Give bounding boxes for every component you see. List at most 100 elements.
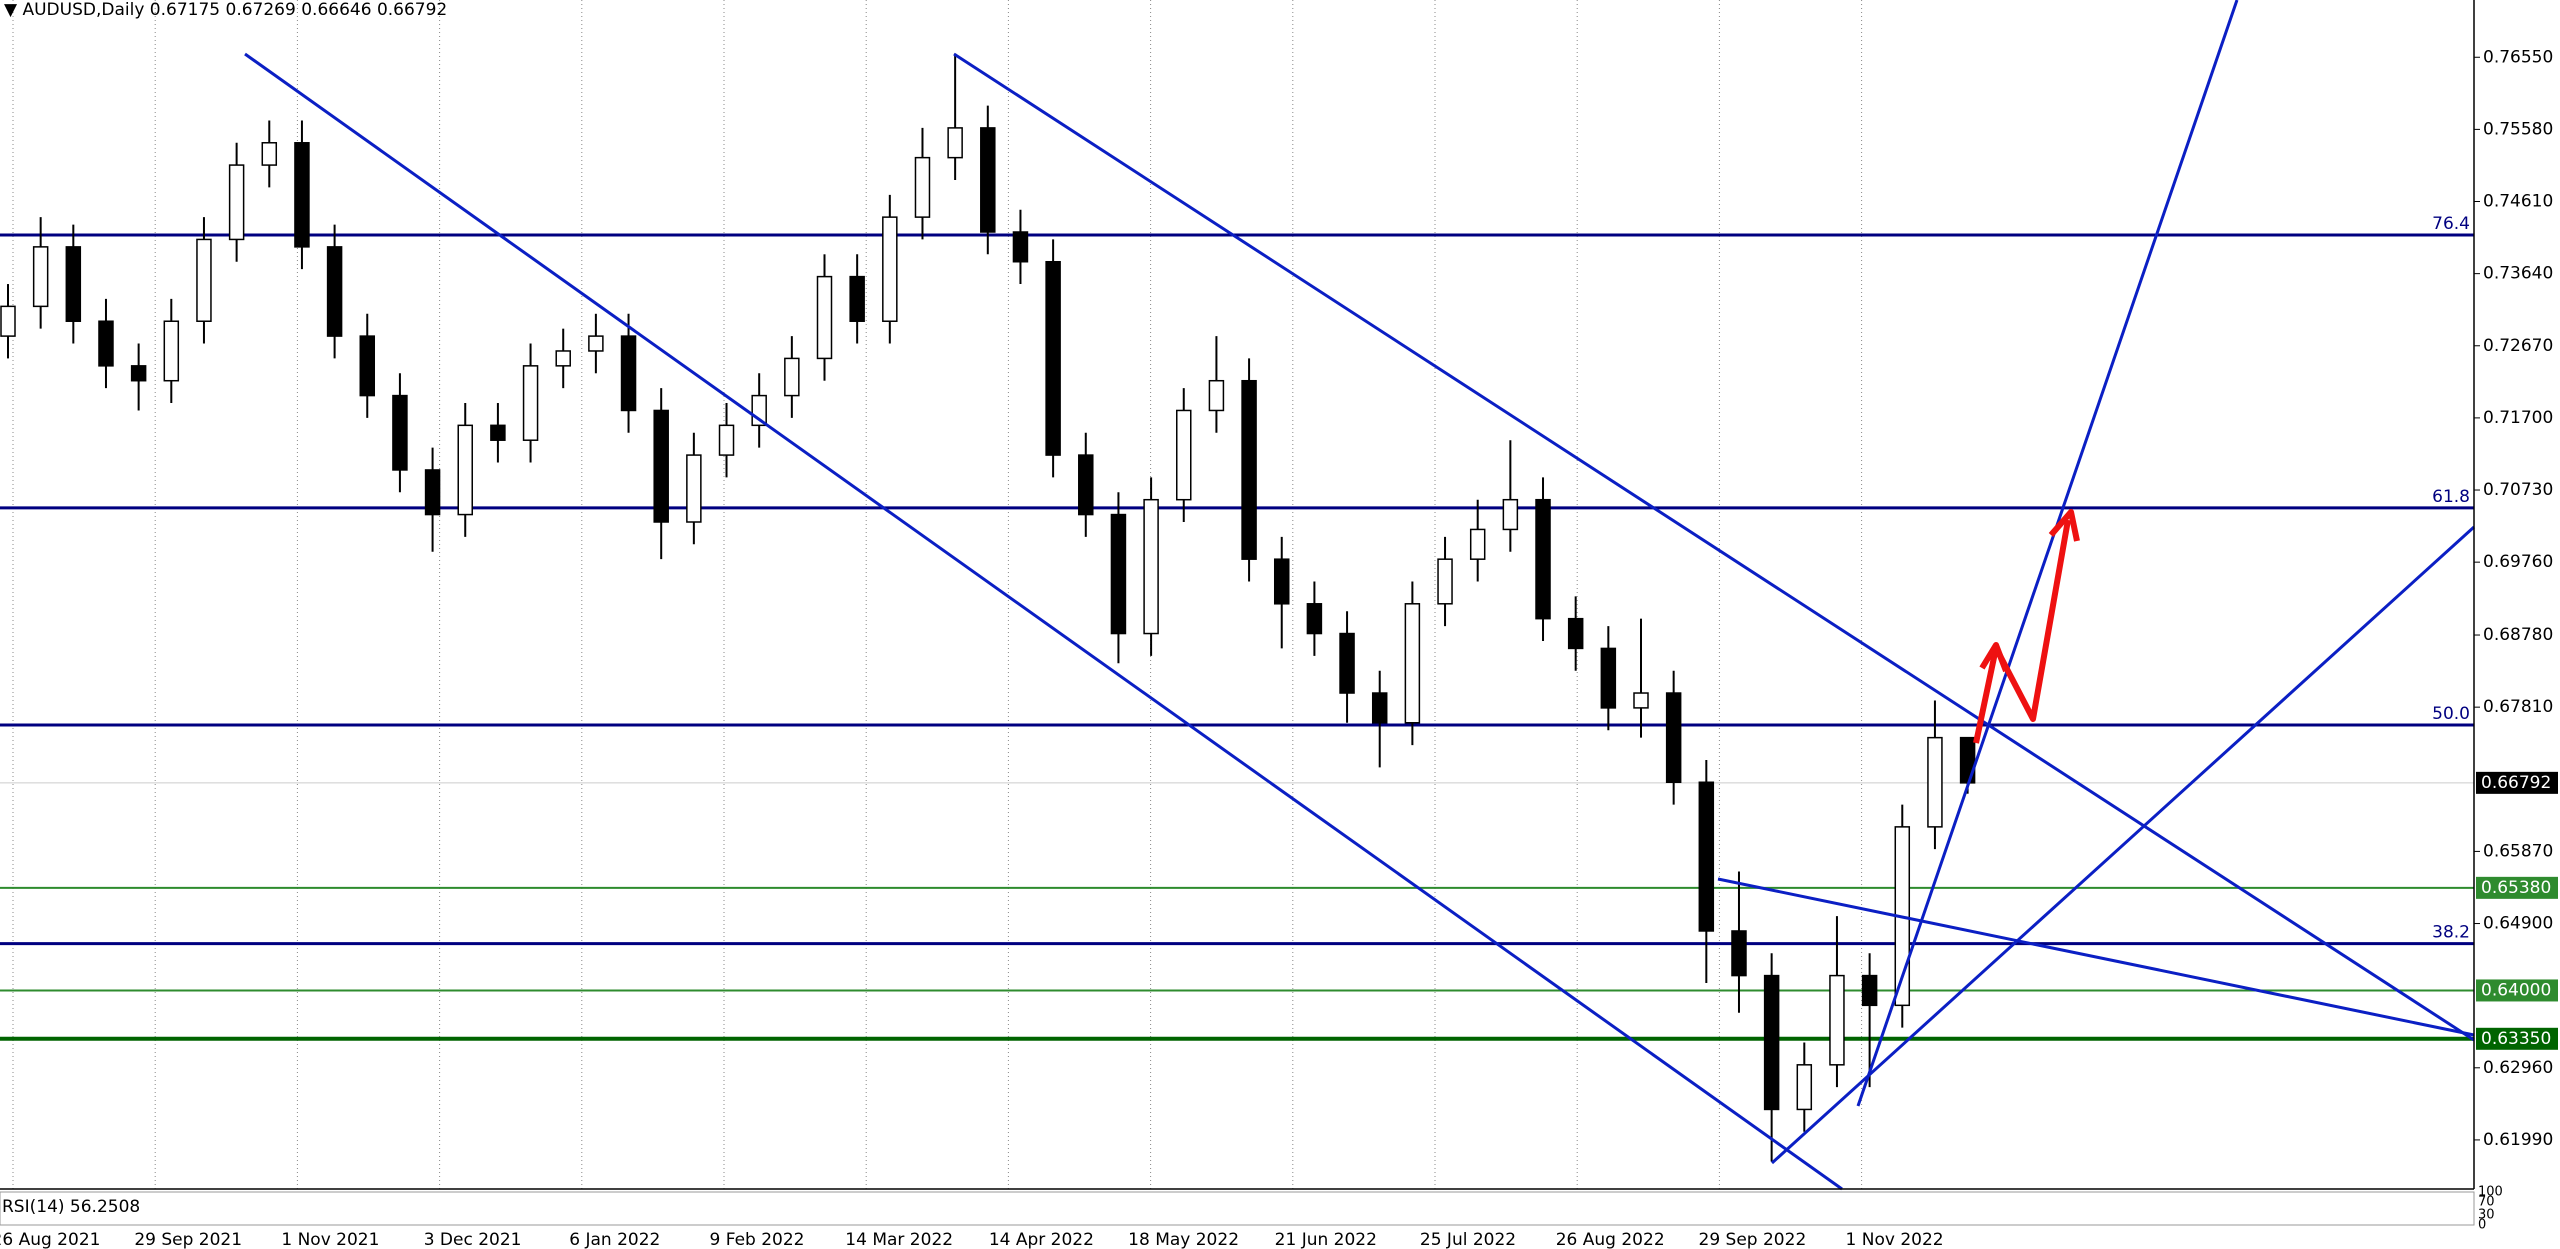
trendlines [244,0,2476,1191]
candle-body [1404,603,1421,724]
trendline [1856,0,2239,1107]
plot-area [0,0,2474,1189]
candle-body [1012,231,1029,263]
header-high: 0.67269 [226,0,296,20]
candle-body [816,275,833,360]
header: ▼ AUDUSD,Daily 0.67175 0.67269 0.66646 0… [4,0,447,20]
candle-body [0,305,16,337]
candle-body [326,246,343,337]
candle-body [1600,647,1617,709]
candle-body [882,216,898,322]
candle-body [424,469,441,516]
candle-body [1698,781,1715,932]
y-tick-label: 0.68780 [2483,625,2553,645]
candle-body [947,127,963,159]
candle-body [1665,692,1682,784]
candle-body [1567,617,1584,650]
x-tick-label: 29 Sep 2021 [134,1230,242,1249]
candle-body [1306,603,1323,635]
candle-body [588,335,604,352]
x-tick-label: 14 Mar 2022 [845,1230,953,1249]
price-box-label: 0.65380 [2481,878,2551,898]
trendline [1717,877,2475,1037]
candle-body [1469,528,1486,560]
candle-body [98,320,114,367]
candle-body [392,394,408,471]
candle-body [1371,692,1388,724]
y-tick-label: 0.72670 [2483,336,2553,356]
price-box-label: 0.64000 [2481,980,2551,1000]
candle-body [1829,974,1845,1066]
x-tick-label: 14 Apr 2022 [989,1230,1094,1249]
fib-label: 38.2 [2432,923,2470,943]
candle-body [686,454,702,523]
candle-body [196,238,212,322]
rsi-tick-label: 100 [2478,1185,2503,1200]
x-tick-label: 18 May 2022 [1128,1230,1239,1249]
candle-body [359,335,376,397]
candle-body [1927,736,1943,828]
price-box [2476,876,2558,899]
price-box [2476,979,2558,1002]
candle-body [130,365,147,382]
candle-body [1176,409,1192,501]
price-box [2476,771,2558,794]
arrow-head [2048,509,2080,542]
x-tick-label: 3 Dec 2021 [424,1230,522,1249]
candle-body [555,350,571,367]
candle-body [1796,1064,1813,1111]
y-tick-label: 0.70730 [2483,480,2553,500]
fib-label: 76.4 [2432,214,2470,234]
candle-body [65,246,82,322]
candle-body [1143,498,1159,635]
candle-body [653,409,669,523]
x-tick-label: 1 Nov 2021 [281,1230,379,1249]
y-tick-label: 0.73640 [2483,264,2553,284]
candle-body [261,142,278,166]
candle-body [1273,558,1290,605]
x-tick-label: 25 Jul 2022 [1420,1230,1516,1249]
fib-label: 50.0 [2432,704,2470,724]
rsi-tick-label: 30 [2478,1208,2495,1223]
y-tick-label: 0.74610 [2483,192,2553,212]
candle-body [1078,454,1094,516]
candle-body [784,357,800,397]
y-tick-label: 0.64900 [2483,914,2553,934]
rsi-tick-label: 0 [2478,1218,2486,1233]
candle-body [914,156,931,218]
candle-body [620,335,637,412]
candle-body [1633,692,1649,709]
x-tick-label: 26 Aug 2022 [1556,1230,1665,1249]
candle-body [32,246,49,308]
symbol: AUDUSD,Daily [22,0,144,20]
candle-body [1502,498,1519,531]
candle-body [163,320,180,382]
candle-body [1763,974,1780,1111]
candle-body [718,424,735,456]
arrow-path [1973,519,2071,744]
rsi-tick-label: 70 [2478,1194,2495,1209]
candle-body [1208,379,1225,412]
x-tick-label: 29 Sep 2022 [1699,1230,1807,1249]
x-tick-label: 6 Jan 2022 [569,1230,660,1249]
y-tick-label: 0.65870 [2483,841,2553,861]
axes: 26 Aug 2021 29 Sep 2021 1 Nov 2021 3 Dec 20… [0,47,2558,1249]
rsi-panel [0,1191,2475,1226]
price-box-label: 0.63350 [2481,1029,2551,1049]
y-tick-label: 0.75580 [2483,119,2553,139]
rsi-label: RSI(14) 56.2508 [2,1197,140,1217]
y-tick-label: 0.76550 [2483,47,2553,67]
header-open: 0.67175 [150,0,220,20]
candle-body [228,164,245,241]
candle-body [490,424,506,441]
trendline [1770,525,2476,1165]
x-tick-label: 9 Feb 2022 [710,1230,805,1249]
candle-body [457,424,473,516]
candle-body [1437,558,1453,605]
candle-body [1110,513,1127,635]
candle-body [1241,379,1257,560]
trendline [244,52,1843,1191]
forecast-arrow [1973,509,2080,744]
candle-body [1731,930,1747,977]
candle-body [294,142,310,248]
